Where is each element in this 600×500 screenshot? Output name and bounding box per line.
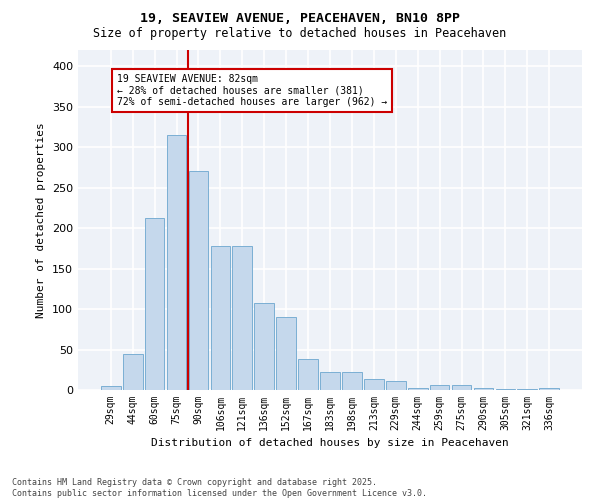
Bar xyxy=(232,246,252,390)
Bar xyxy=(408,388,428,390)
Bar xyxy=(101,386,121,390)
Bar xyxy=(276,317,296,390)
Bar xyxy=(342,372,362,390)
Bar xyxy=(298,359,318,390)
Bar xyxy=(364,380,384,390)
Text: Contains HM Land Registry data © Crown copyright and database right 2025.
Contai: Contains HM Land Registry data © Crown c… xyxy=(12,478,427,498)
Bar xyxy=(167,135,187,390)
Bar xyxy=(145,218,164,390)
Bar xyxy=(211,246,230,390)
Bar xyxy=(123,354,143,390)
Bar xyxy=(539,388,559,390)
Bar xyxy=(386,381,406,390)
Bar xyxy=(473,388,493,390)
Text: 19 SEAVIEW AVENUE: 82sqm
← 28% of detached houses are smaller (381)
72% of semi-: 19 SEAVIEW AVENUE: 82sqm ← 28% of detach… xyxy=(118,74,388,108)
Bar xyxy=(496,389,515,390)
Text: 19, SEAVIEW AVENUE, PEACEHAVEN, BN10 8PP: 19, SEAVIEW AVENUE, PEACEHAVEN, BN10 8PP xyxy=(140,12,460,26)
Y-axis label: Number of detached properties: Number of detached properties xyxy=(37,122,46,318)
Bar xyxy=(452,385,472,390)
X-axis label: Distribution of detached houses by size in Peacehaven: Distribution of detached houses by size … xyxy=(151,438,509,448)
Bar xyxy=(188,172,208,390)
Bar xyxy=(320,372,340,390)
Bar xyxy=(430,385,449,390)
Bar xyxy=(517,389,537,390)
Text: Size of property relative to detached houses in Peacehaven: Size of property relative to detached ho… xyxy=(94,28,506,40)
Bar xyxy=(254,302,274,390)
